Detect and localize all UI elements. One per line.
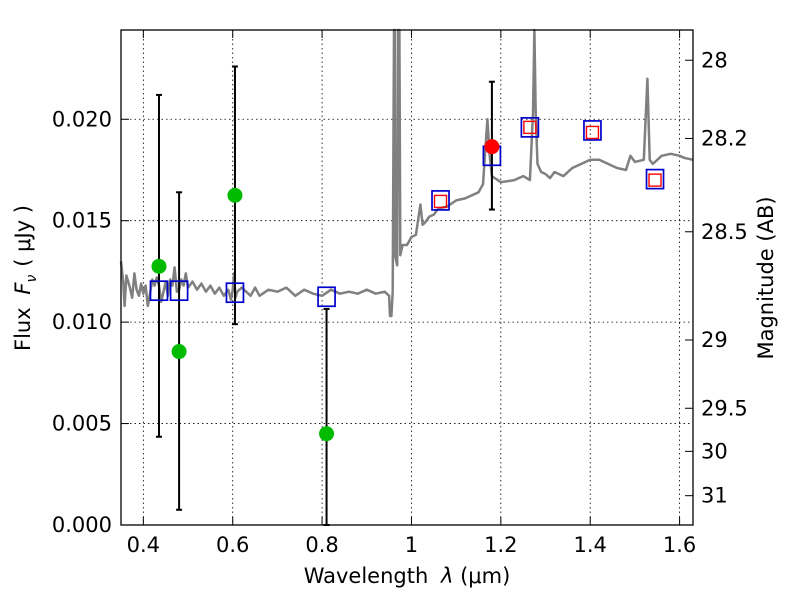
y-tick-label: 0.010 <box>52 310 112 334</box>
x-tick-label: 0.6 <box>216 533 249 557</box>
y2-tick-label: 28 <box>701 48 728 72</box>
green-circle-marker <box>151 258 167 274</box>
y2-axis-label: Magnitude (AB) <box>754 196 778 359</box>
red-square-marker <box>648 173 662 187</box>
y-tick-label: 0.015 <box>52 209 112 233</box>
blue-square-marker <box>431 190 450 211</box>
blue-square-marker <box>520 117 540 138</box>
y2-tick-label: 31 <box>701 484 728 508</box>
x-tick-label: 0.8 <box>305 533 338 557</box>
blue-square-marker <box>169 280 189 302</box>
x-tick-label: 1.2 <box>484 533 517 557</box>
x-tick-label: 1.4 <box>574 533 607 557</box>
blue-square-marker <box>317 286 336 308</box>
blue-square-marker <box>149 280 169 302</box>
data-markers <box>149 117 665 442</box>
y2-tick-label: 29.5 <box>701 396 748 420</box>
x-tick-label: 0.4 <box>127 533 160 557</box>
spectrum-line <box>119 28 694 318</box>
y2-tick-label: 28.2 <box>701 126 748 150</box>
plot-frame <box>120 29 694 526</box>
y-tick-label: 0.000 <box>52 513 112 537</box>
y-tick-label: 0.020 <box>52 107 112 131</box>
axis-ticks: 0.4 0.6 0.8 1 1.2 1.4 1.6 0.000 0.005 0.010 0.015 0… <box>52 30 748 557</box>
y2-tick-label: 29 <box>701 328 728 352</box>
red-square-marker <box>585 125 600 140</box>
x-axis-label: Wavelength λ (μm) <box>304 564 511 588</box>
model-spectrum <box>119 28 694 318</box>
y-axis-label: Flux Fν( μJy ) <box>11 205 40 351</box>
green-circle-marker <box>227 187 243 203</box>
blue-square-marker <box>583 120 602 141</box>
red-square-marker <box>523 120 537 135</box>
x-tick-label: 1 <box>405 533 418 557</box>
red-square-marker <box>433 194 448 209</box>
y2-tick-label: 30 <box>701 439 728 463</box>
y-tick-label: 0.005 <box>52 412 112 436</box>
x-tick-label: 1.6 <box>663 533 696 557</box>
y2-tick-label: 28.5 <box>701 220 748 244</box>
red-circle-marker <box>484 139 500 155</box>
green-circle-marker <box>319 426 335 442</box>
blue-square-marker <box>645 168 665 190</box>
blue-square-marker <box>225 282 245 304</box>
green-circle-marker <box>171 344 187 360</box>
